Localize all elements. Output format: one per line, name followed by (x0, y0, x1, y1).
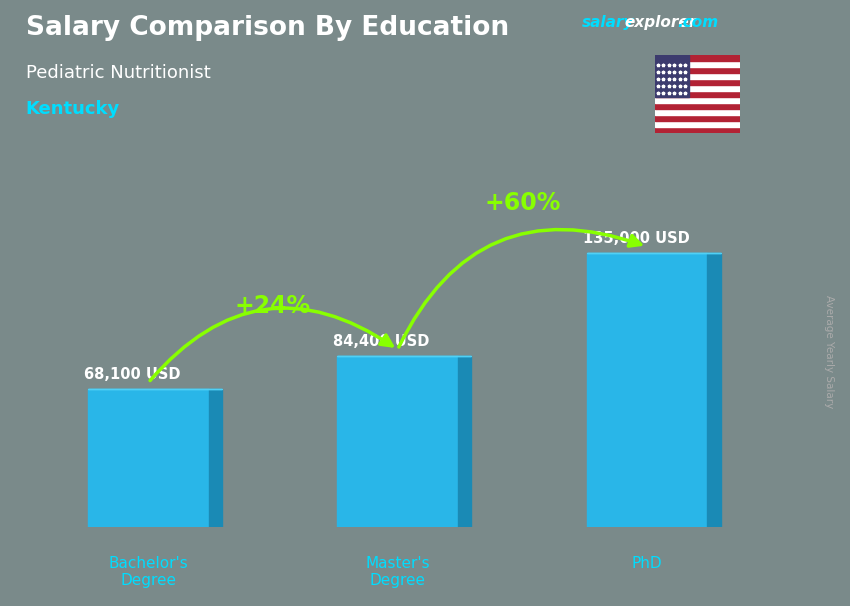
Text: 84,400 USD: 84,400 USD (333, 333, 429, 348)
Bar (654, 109, 740, 115)
Text: .com: .com (677, 15, 718, 30)
Bar (586, 253, 707, 527)
Text: Master's
Degree: Master's Degree (366, 556, 430, 588)
Polygon shape (707, 253, 721, 527)
Bar (654, 79, 740, 85)
Text: explorer: explorer (625, 15, 697, 30)
Text: 135,000 USD: 135,000 USD (582, 231, 689, 245)
Text: 68,100 USD: 68,100 USD (84, 367, 180, 382)
Text: Kentucky: Kentucky (26, 100, 120, 118)
Bar (337, 356, 458, 527)
Text: Salary Comparison By Education: Salary Comparison By Education (26, 15, 508, 41)
Bar (654, 115, 740, 121)
Bar (654, 55, 740, 61)
Bar (654, 67, 740, 73)
Polygon shape (208, 389, 222, 527)
Text: PhD: PhD (632, 556, 662, 571)
Bar (654, 73, 740, 79)
Bar (654, 103, 740, 109)
Bar (654, 127, 740, 133)
Text: +24%: +24% (235, 294, 311, 318)
Text: Bachelor's
Degree: Bachelor's Degree (109, 556, 188, 588)
Bar (88, 389, 208, 527)
Text: Average Yearly Salary: Average Yearly Salary (824, 295, 834, 408)
Bar (654, 121, 740, 127)
Bar (654, 85, 740, 91)
Bar (654, 97, 740, 103)
Text: salary: salary (582, 15, 635, 30)
Polygon shape (458, 356, 472, 527)
Text: +60%: +60% (484, 191, 560, 215)
Text: Pediatric Nutritionist: Pediatric Nutritionist (26, 64, 210, 82)
Bar (654, 61, 740, 67)
Bar (654, 55, 688, 97)
Bar (654, 91, 740, 97)
